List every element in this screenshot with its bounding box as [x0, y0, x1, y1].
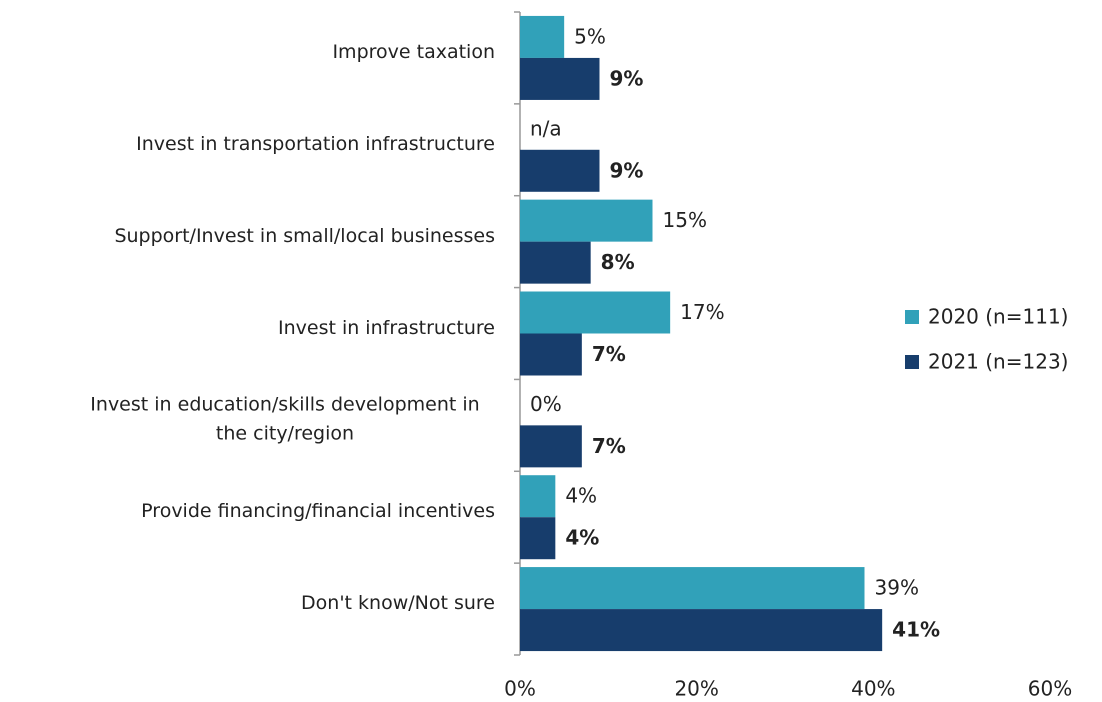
category-label: Invest in infrastructure — [278, 313, 495, 342]
legend-label: 2021 (n=123) — [928, 350, 1068, 374]
category-text: Support/Invest in small/local businesses — [114, 224, 495, 247]
bar — [520, 517, 556, 560]
value-label: 4% — [565, 526, 599, 550]
x-tick-label: 60% — [1028, 677, 1072, 701]
category-label: Invest in education/skills development i… — [75, 391, 495, 448]
value-label: 7% — [592, 342, 626, 366]
value-label: 17% — [680, 300, 724, 324]
category-text: Invest in infrastructure — [277, 316, 495, 339]
bar — [520, 291, 671, 334]
value-label: 39% — [875, 576, 919, 600]
category-text: Invest in education/skills development i… — [90, 393, 480, 445]
legend-swatch — [905, 355, 919, 369]
category-label: Don't know/Not sure — [301, 589, 495, 618]
category-label: Invest in transportation infrastructure — [136, 130, 495, 159]
bar — [520, 609, 883, 652]
category-label: Improve taxation — [332, 38, 495, 67]
legend-label: 2020 (n=111) — [928, 305, 1068, 329]
value-label: 5% — [574, 24, 606, 48]
bar — [520, 149, 600, 192]
category-text: Invest in transportation infrastructure — [136, 132, 495, 155]
value-label: n/a — [530, 116, 562, 140]
x-tick-label: 0% — [504, 677, 536, 701]
value-label: 8% — [601, 250, 635, 274]
value-label: 9% — [610, 66, 644, 90]
category-label: Support/Invest in small/local businesses — [114, 221, 495, 250]
bar — [520, 425, 582, 468]
bar — [520, 15, 565, 58]
x-tick-label: 20% — [674, 677, 718, 701]
value-label: 4% — [565, 484, 597, 508]
value-label: 0% — [530, 392, 562, 416]
bar — [520, 57, 600, 100]
bar — [520, 475, 556, 518]
value-label: 7% — [592, 434, 626, 458]
legend-swatch — [905, 310, 919, 324]
bar — [520, 199, 653, 242]
bar — [520, 333, 582, 376]
bar — [520, 567, 865, 610]
category-text: Provide financing/financial incentives — [141, 499, 495, 522]
value-label: 15% — [663, 208, 707, 232]
value-label: 41% — [892, 618, 940, 642]
category-text: Don't know/Not sure — [301, 591, 495, 614]
value-label: 9% — [610, 158, 644, 182]
category-text: Improve taxation — [332, 40, 495, 63]
category-label: Provide financing/financial incentives — [141, 497, 495, 526]
x-tick-label: 40% — [851, 677, 895, 701]
bar — [520, 241, 591, 284]
